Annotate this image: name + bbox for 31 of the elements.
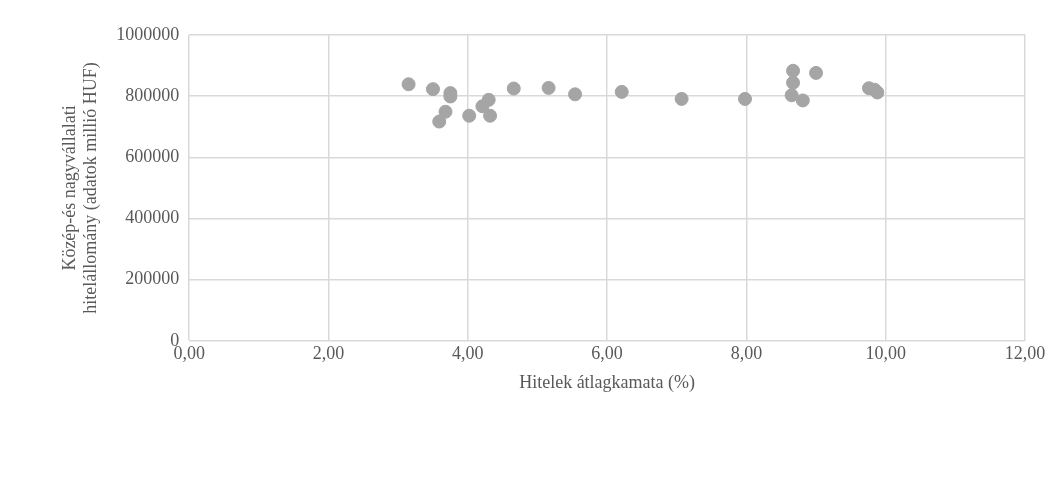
point: [795, 93, 810, 108]
point: [425, 82, 440, 97]
y-tick-label: 400000: [125, 207, 180, 228]
point: [568, 87, 583, 102]
x-tick-label: 8,00: [730, 343, 763, 364]
y-tick-label: 200000: [125, 268, 180, 289]
x-axis-title: Hitelek átlagkamata (%): [519, 371, 696, 393]
point: [475, 99, 490, 114]
point: [809, 65, 824, 80]
x-tick-label: 12,00: [1004, 343, 1046, 364]
point: [462, 108, 477, 123]
point: [614, 84, 629, 99]
x-tick-label: 4,00: [452, 343, 484, 364]
point: [786, 63, 801, 78]
point: [483, 108, 498, 123]
y-tick-label: 1000000: [116, 23, 180, 44]
point: [541, 80, 556, 95]
x-tick-label: 6,00: [591, 343, 623, 364]
point: [401, 77, 416, 92]
point: [438, 104, 453, 119]
y-tick-label: 600000: [125, 146, 180, 167]
x-tick-label: 2,00: [312, 343, 345, 364]
y-axis-title: Közép-és nagyvállalati hitelállomány (adatok millió HUF): [58, 62, 102, 314]
point: [506, 81, 521, 96]
point: [786, 75, 801, 90]
point: [432, 114, 447, 129]
point: [674, 91, 689, 106]
x-tick-label: 10,00: [865, 343, 906, 364]
y-tick-label: 800000: [125, 84, 180, 105]
point: [738, 91, 753, 106]
point: [784, 88, 799, 103]
